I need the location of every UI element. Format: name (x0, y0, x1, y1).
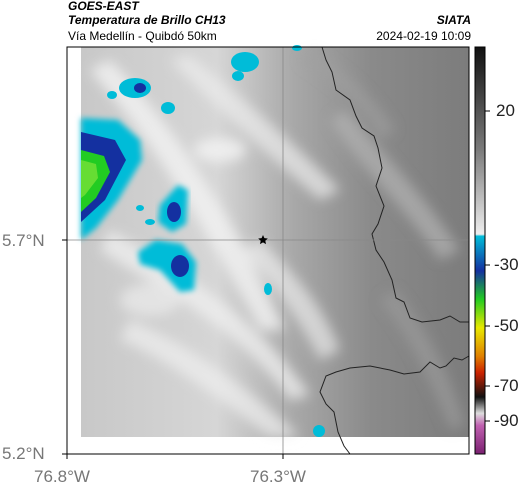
lon-tick-label: 76.3°W (250, 467, 306, 486)
colorbar-label: -50 (494, 316, 519, 335)
boundary-line (321, 46, 469, 323)
boundary-line-south (319, 355, 470, 455)
datetime-label: 2024-02-19 10:09 (376, 29, 471, 43)
cold-cloud-center (138, 185, 196, 292)
colorbar (474, 46, 486, 455)
satellite-name: GOES-EAST (68, 0, 139, 13)
region-label: Vía Medellín - Quibdó 50km (68, 29, 217, 43)
agency-label: SIATA (436, 13, 471, 27)
star-marker (258, 235, 268, 245)
lat-tick-label: 5.7°N (2, 231, 45, 250)
colorbar-label: -30 (494, 255, 519, 274)
lat-tick-label: 5.2°N (2, 444, 45, 463)
map-frame (66, 46, 470, 455)
colorbar-label: -90 (494, 411, 519, 430)
colorbar-label: 20 (496, 101, 515, 120)
lon-tick-label: 76.8°W (34, 467, 90, 486)
product-title: Temperatura de Brillo CH13 (68, 13, 226, 27)
cold-cloud-small (107, 45, 325, 437)
colorbar-label: -70 (494, 376, 519, 395)
cold-cloud-west (81, 118, 142, 240)
